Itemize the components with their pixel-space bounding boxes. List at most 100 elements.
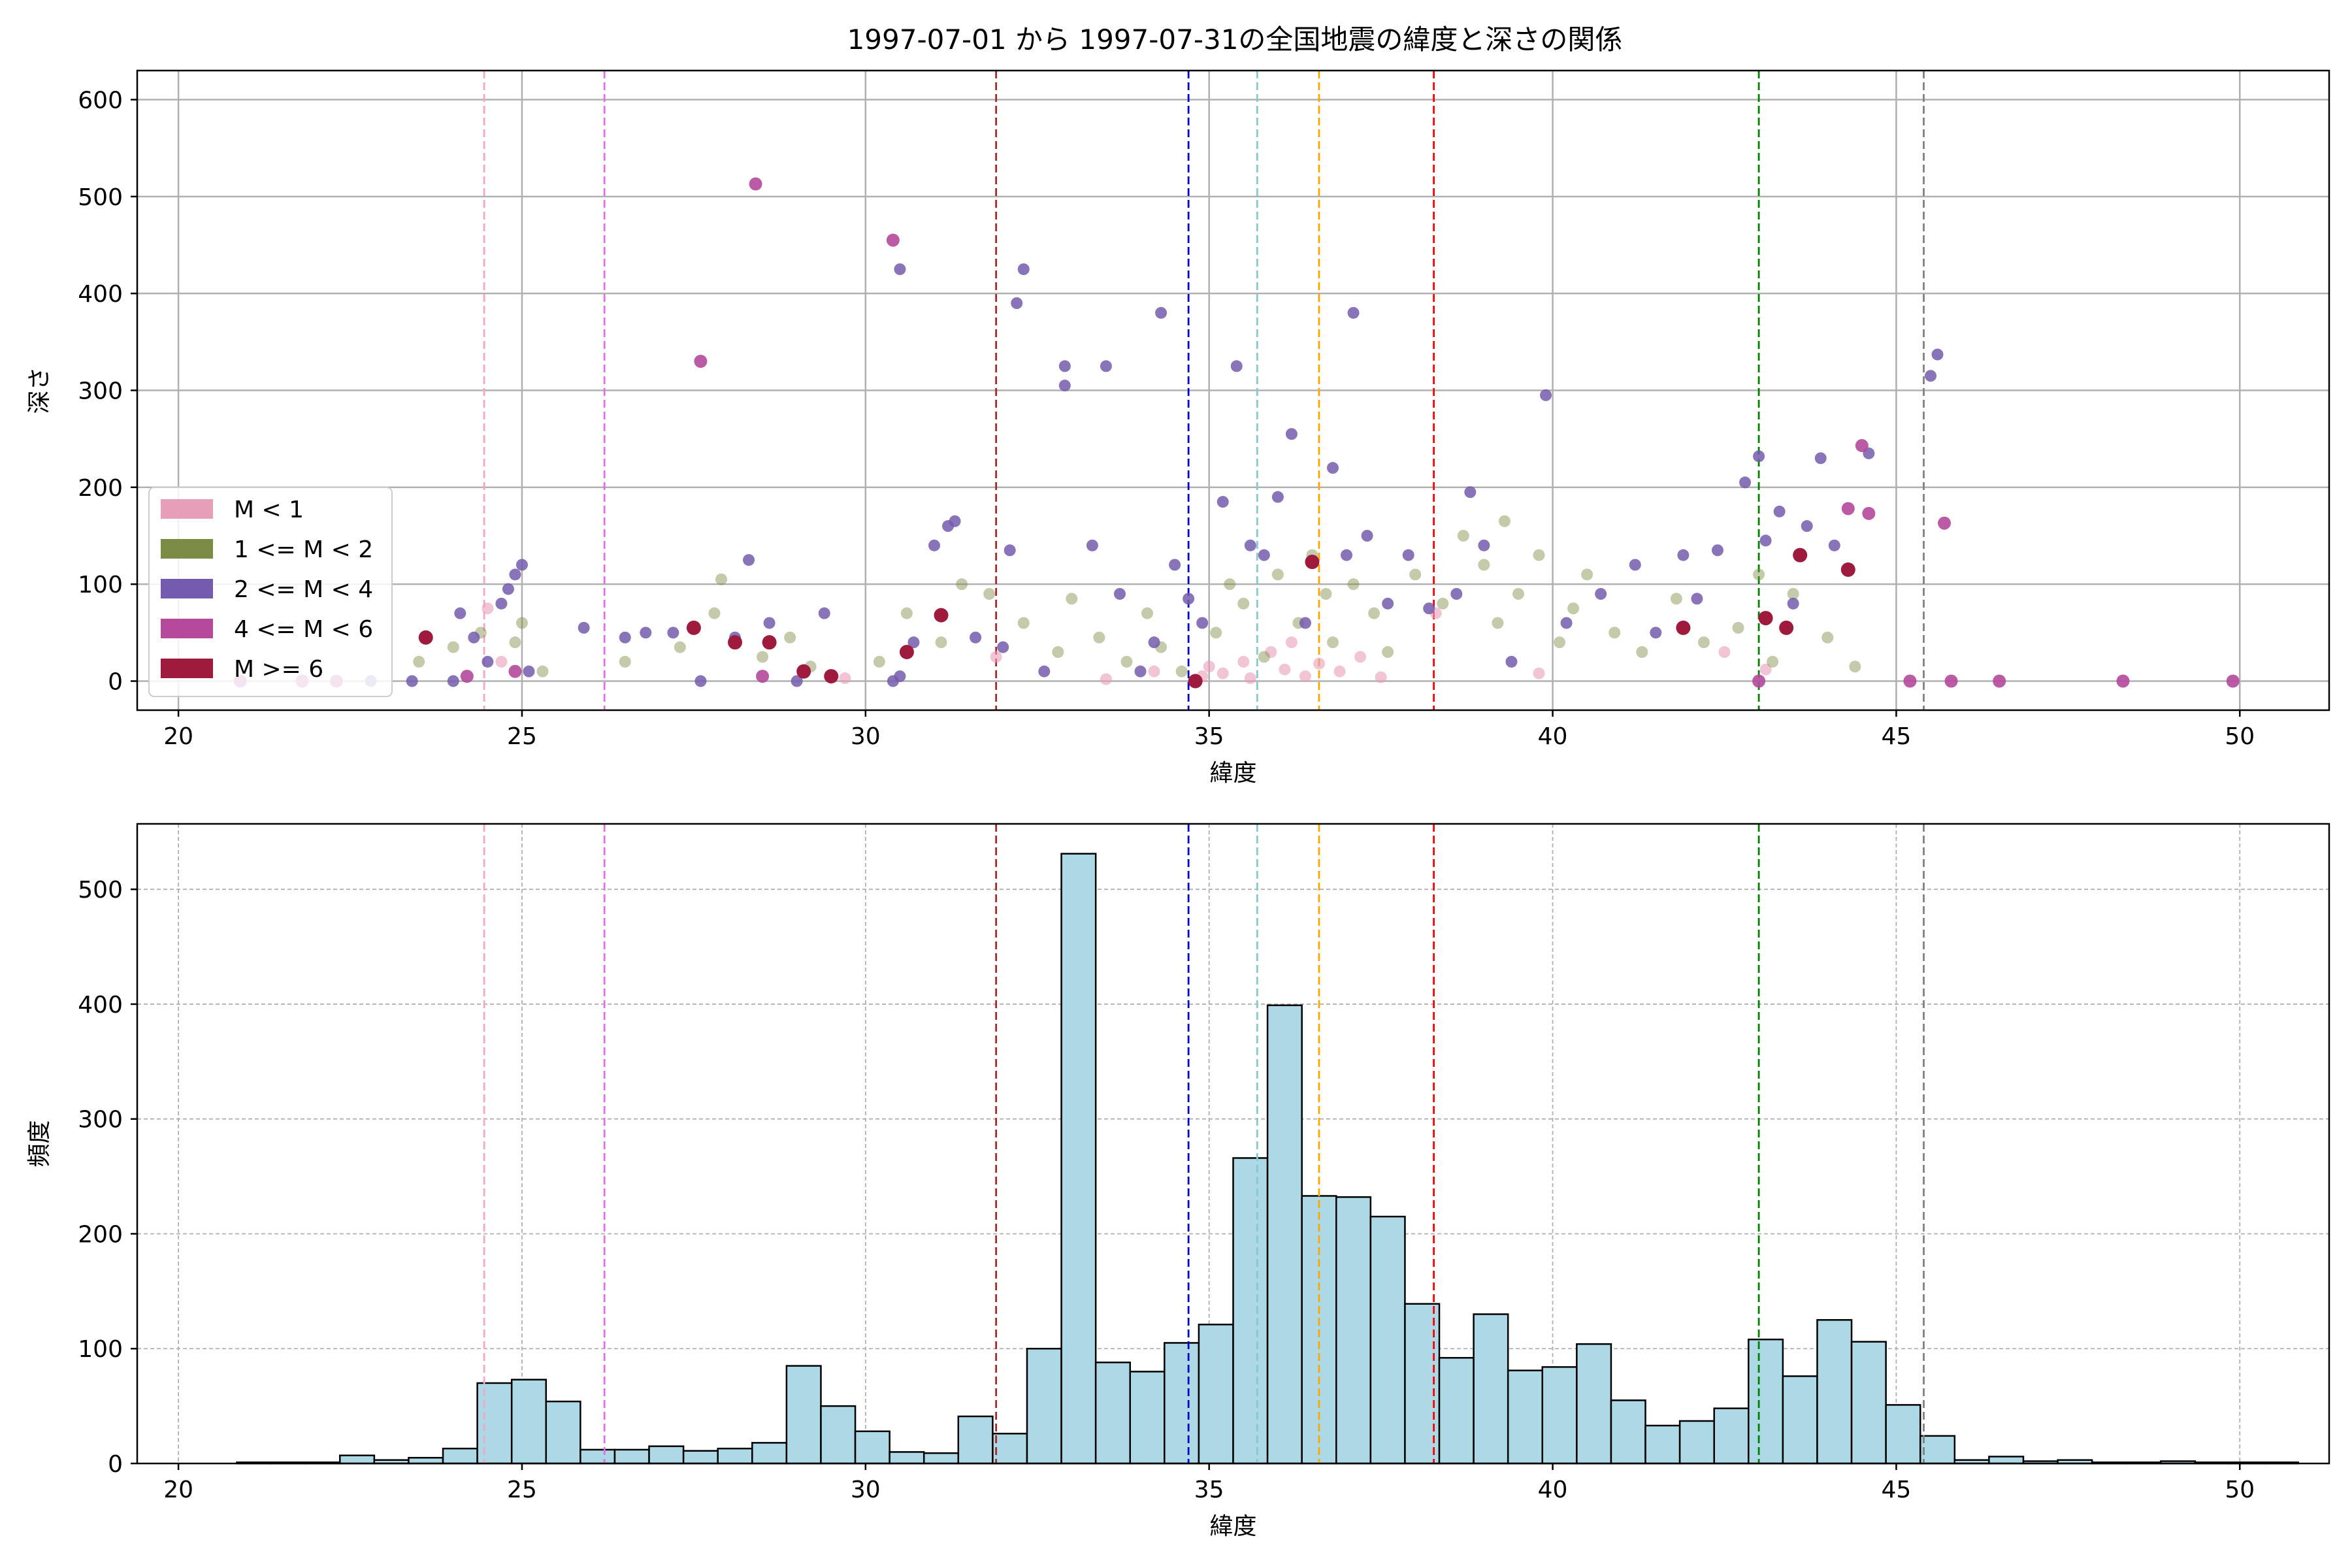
figure-title: 1997-07-01 から 1997-07-31の全国地震の緯度と深さの関係: [847, 24, 1623, 56]
scatter-point: [1279, 663, 1291, 676]
scatter-point: [1650, 627, 1662, 639]
scatter-point: [1203, 661, 1215, 673]
histogram-bar: [1919, 1435, 1956, 1465]
scatter-point: [694, 675, 707, 687]
scatter-point: [447, 675, 459, 687]
scatter-point: [502, 583, 514, 595]
scatter-point: [523, 665, 535, 678]
scatter-point: [749, 177, 762, 191]
scatter-point: [1498, 515, 1511, 527]
histogram-bar: [510, 1379, 547, 1465]
scatter-point: [899, 645, 914, 659]
scatter-point: [1753, 568, 1765, 581]
scatter-point: [536, 665, 549, 678]
scatter-point: [784, 631, 796, 644]
scatter-points: [233, 177, 2240, 689]
scatter-y-tick-label: 100: [78, 572, 123, 598]
scatter-legend: M < 1 1 <= M < 2 2 <= M < 4 4 <= M < 6 M >= …: [148, 487, 393, 697]
scatter-point: [1793, 547, 1808, 563]
histogram-bar: [820, 1405, 857, 1465]
scatter-point: [1169, 559, 1181, 571]
scatter-point: [508, 664, 522, 678]
scatter-point: [949, 515, 961, 527]
scatter-point: [990, 651, 1002, 663]
histogram-bar: [613, 1448, 650, 1465]
scatter-point: [1244, 672, 1256, 685]
legend-swatch: [161, 579, 213, 598]
scatter-point: [756, 670, 770, 683]
histogram-bar: [923, 1452, 960, 1465]
scatter-point: [482, 655, 494, 668]
histogram-bar: [1060, 853, 1097, 1465]
scatter-point: [1801, 520, 1813, 532]
scatter-point: [640, 627, 652, 639]
histogram-bar: [1438, 1357, 1475, 1465]
scatter-y-axis-label: 深さ: [26, 367, 53, 414]
scatter-point: [1086, 539, 1098, 551]
scatter-point: [983, 588, 996, 600]
histogram-bar: [1473, 1313, 1509, 1465]
scatter-point: [1931, 348, 1944, 361]
scatter-point: [997, 641, 1009, 653]
histogram-bar: [1885, 1404, 1921, 1465]
scatter-point: [1258, 549, 1270, 561]
histogram-bars: [236, 853, 2299, 1465]
histogram-x-tick-label: 20: [163, 1477, 193, 1503]
legend-swatch: [161, 539, 213, 559]
scatter-point: [1787, 588, 1799, 600]
histogram-bar: [580, 1448, 616, 1465]
scatter-point: [757, 651, 769, 663]
histogram-bar: [1129, 1371, 1166, 1465]
scatter-point: [1148, 665, 1160, 678]
histogram-y-axis-label: 頻度: [26, 1120, 53, 1167]
scatter-point: [886, 233, 900, 247]
legend-label: M >= 6: [234, 656, 323, 683]
histogram-bar: [1576, 1343, 1612, 1465]
scatter-point: [1676, 620, 1691, 635]
histogram-bar: [957, 1415, 994, 1465]
scatter-point: [1636, 646, 1648, 658]
histogram-bar: [785, 1365, 822, 1465]
scatter-x-tick-label: 30: [851, 723, 881, 750]
scatter-point: [791, 675, 803, 687]
scatter-point: [619, 631, 631, 644]
scatter-point: [1478, 539, 1490, 551]
scatter-point: [619, 655, 631, 668]
scatter-point: [1862, 506, 1876, 520]
scatter-point: [1038, 665, 1051, 678]
scatter-point: [1478, 559, 1490, 571]
scatter-y-tick-label: 200: [78, 475, 123, 502]
scatter-point: [1464, 486, 1477, 498]
scatter-point: [1224, 578, 1236, 591]
scatter-point: [1759, 534, 1772, 547]
scatter-point: [894, 263, 906, 276]
scatter-point: [1718, 646, 1731, 658]
scatter-point: [1758, 611, 1773, 626]
scatter-point: [1285, 428, 1298, 440]
scatter-point: [1423, 602, 1435, 615]
scatter-point: [956, 578, 968, 591]
histogram-bar: [1232, 1157, 1269, 1465]
scatter-point: [1017, 617, 1030, 629]
scatter-point: [818, 607, 830, 619]
scatter-point: [1821, 631, 1834, 644]
scatter-point: [1347, 578, 1360, 591]
scatter-point: [2116, 674, 2130, 688]
scatter-point: [873, 655, 885, 668]
scatter-point: [1840, 562, 1855, 577]
histogram-y-tick-labels: 0 100 200 300 400 500: [78, 877, 137, 1478]
scatter-point: [900, 607, 913, 619]
scatter-point: [708, 607, 721, 619]
histogram-x-tick-label: 40: [1538, 1477, 1568, 1503]
scatter-point: [1120, 655, 1133, 668]
legend-label: 1 <= M < 2: [234, 536, 373, 563]
histogram-y-tick-label: 300: [78, 1107, 123, 1134]
histogram-y-tick-label: 400: [78, 992, 123, 1019]
scatter-point: [1271, 568, 1284, 581]
scatter-point: [1155, 306, 1168, 319]
histogram-bar: [1850, 1341, 1887, 1465]
scatter-point: [1691, 593, 1703, 605]
scatter-point: [515, 617, 528, 629]
legend-label: 2 <= M < 4: [234, 576, 373, 603]
scatter-point: [1327, 636, 1339, 649]
